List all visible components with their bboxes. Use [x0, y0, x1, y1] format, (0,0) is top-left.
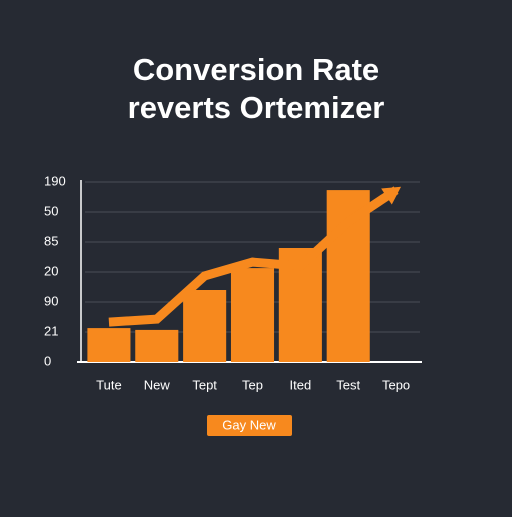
x-tick-label: Tep: [242, 377, 263, 392]
button-label[interactable]: Gay New: [222, 417, 276, 432]
trend-arrowhead: [381, 186, 402, 205]
x-tick-label: Tute: [96, 377, 122, 392]
trend-line: [108, 186, 399, 327]
x-tick-label: Ited: [290, 377, 312, 392]
y-tick-label: 50: [44, 203, 58, 218]
bar: [135, 329, 179, 362]
y-tick-label: 85: [44, 233, 58, 248]
bar: [87, 328, 131, 362]
y-tick-label: 190: [44, 173, 66, 188]
x-tick-label: Test: [336, 377, 360, 392]
chart-title: Conversion Rate: [133, 52, 379, 87]
y-tick-label: 90: [44, 293, 58, 308]
bar: [183, 290, 227, 362]
y-tick-label: 20: [44, 263, 58, 278]
y-tick-label: 0: [44, 353, 51, 368]
bar: [230, 268, 275, 362]
button[interactable]: [207, 415, 292, 436]
x-tick-label: Tepo: [382, 377, 410, 392]
x-tick-label: New: [144, 377, 171, 392]
x-tick-label: Tept: [192, 377, 217, 392]
y-tick-label: 21: [44, 323, 58, 338]
chart-title: reverts Ortemizer: [128, 90, 385, 125]
